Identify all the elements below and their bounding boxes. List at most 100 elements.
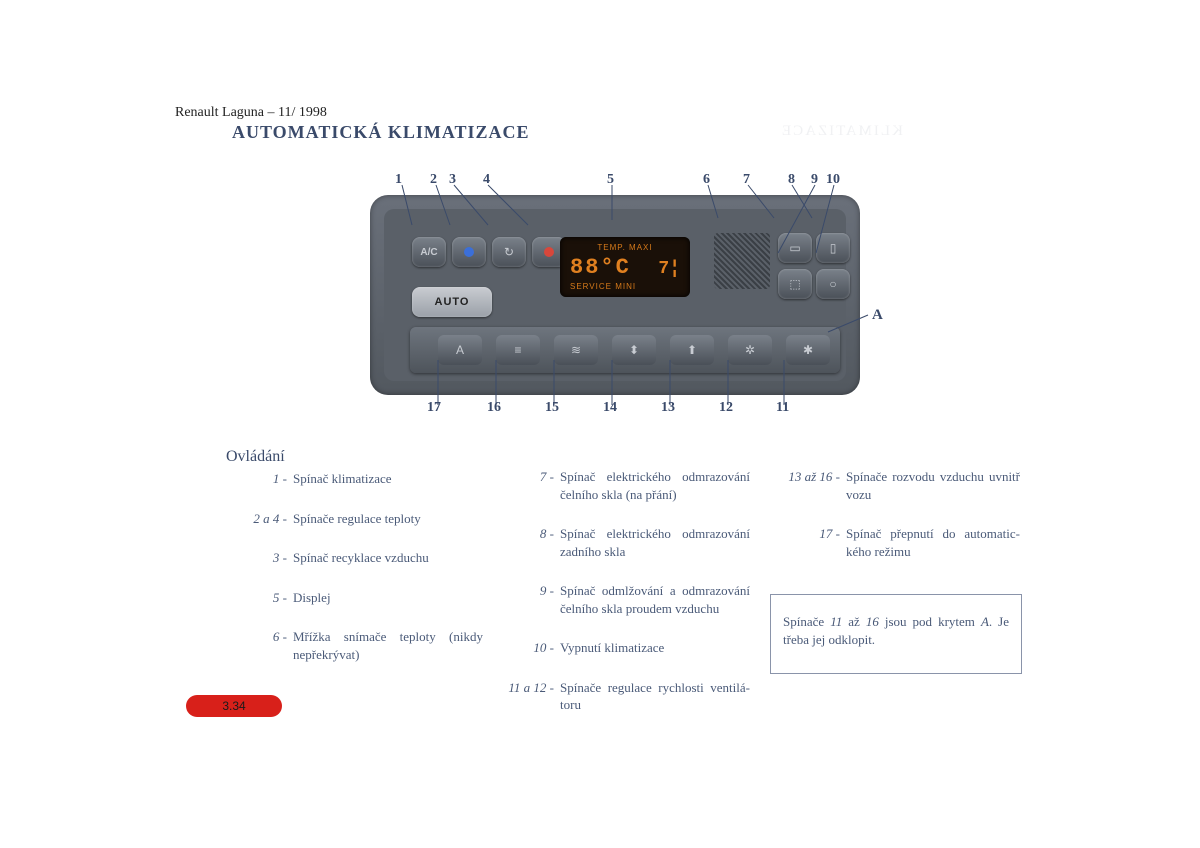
- callout-11: 11: [776, 400, 789, 416]
- callout-17: 17: [427, 400, 441, 416]
- legend-desc: Spínače regulace rychlosti ventilá­toru: [560, 679, 750, 714]
- button-1-ac: A/C: [412, 237, 446, 267]
- callout-5: 5: [607, 172, 614, 188]
- note-i2: 16: [866, 614, 879, 629]
- vent-icon: ≡: [514, 343, 521, 357]
- legend-item: 3 -Spínač recyklace vzduchu: [233, 549, 483, 567]
- legend-desc: Spínač elektrického odmrazování čelního …: [560, 468, 750, 503]
- display-seat-icon: 7¦: [658, 259, 680, 279]
- note-text: Spínače: [783, 614, 830, 629]
- legend-item: 10 -Vypnutí klimatizace: [500, 639, 750, 657]
- note-text: jsou pod krytem: [879, 614, 981, 629]
- display-main-text: 88°C: [570, 255, 631, 280]
- legend-desc: Spínače rozvodu vzduchu uvnitř vozu: [846, 468, 1020, 503]
- button-11-fan-down: ✱: [786, 335, 830, 365]
- button-3-recirc: ↻: [492, 237, 526, 267]
- legend-key: 3 -: [233, 549, 293, 567]
- callout-6: 6: [703, 172, 710, 188]
- legend-desc: Spínače regulace teploty: [293, 510, 483, 528]
- callout-13: 13: [661, 400, 675, 416]
- button-12-fan-up: ✲: [728, 335, 772, 365]
- legend-key: 5 -: [233, 589, 293, 607]
- legend-key: 9 -: [500, 582, 560, 617]
- fan-icon: ✱: [803, 343, 813, 357]
- display-bottom-text: SERVICE MINI: [570, 282, 636, 291]
- legend-item: 17 -Spínač přepnutí do automatic­kého re…: [770, 525, 1020, 560]
- callout-16: 16: [487, 400, 501, 416]
- button-9-airflow-defrost: ⬚: [778, 269, 812, 299]
- note-text: až: [842, 614, 866, 629]
- legend-item: 6 -Mřížka snímače teploty (nikdy nepřekr…: [233, 628, 483, 663]
- climate-panel-figure: A/C ↻ TEMP. MAXI 88°C 7¦ SERVICE MINI ▭ …: [370, 195, 860, 395]
- legend-col-2: 7 -Spínač elektrického odmrazování čelní…: [500, 468, 750, 736]
- front-defrost-icon: ▭: [789, 241, 800, 255]
- legend-desc: Vypnutí klimatizace: [560, 639, 750, 657]
- callout-15: 15: [545, 400, 559, 416]
- legend-key: 6 -: [233, 628, 293, 663]
- legend-col-3: 13 až 16 -Spínače rozvodu vzduchu uvnitř…: [770, 468, 1020, 582]
- vent-icon: ≋: [571, 343, 581, 357]
- legend-item: 13 až 16 -Spínače rozvodu vzduchu uvnitř…: [770, 468, 1020, 503]
- vent-icon: ⬍: [629, 343, 639, 357]
- legend-key: 11 a 12 -: [500, 679, 560, 714]
- legend-title: Ovládání: [226, 448, 285, 466]
- button-2-temp-down: [452, 237, 486, 267]
- callout-12: 12: [719, 400, 733, 416]
- button-14: ⬍: [612, 335, 656, 365]
- note-box: Spínače 11 až 16 jsou pod krytem A. Je t…: [770, 594, 1022, 674]
- page-number-tab: 3.34: [186, 695, 282, 717]
- airflow-defrost-icon: ⬚: [789, 277, 800, 291]
- callout-8: 8: [788, 172, 795, 188]
- callout-a: A: [872, 307, 883, 324]
- legend-key: 10 -: [500, 639, 560, 657]
- cold-dot-icon: [464, 247, 474, 257]
- page-title: AUTOMATICKÁ KLIMATIZACE: [232, 122, 530, 143]
- callout-10: 10: [826, 172, 840, 188]
- note-a: A: [981, 614, 989, 629]
- legend-key: 7 -: [500, 468, 560, 503]
- button-13: ⬆: [670, 335, 714, 365]
- button-15: ≋: [554, 335, 598, 365]
- callout-4: 4: [483, 172, 490, 188]
- callout-1: 1: [395, 172, 402, 188]
- legend-key: 2 a 4 -: [233, 510, 293, 528]
- fan-icon: ✲: [745, 343, 755, 357]
- button-7-front-defrost: ▭: [778, 233, 812, 263]
- button-10-off: ○: [816, 269, 850, 299]
- legend-item: 2 a 4 -Spínače regulace teploty: [233, 510, 483, 528]
- panel-frame: A/C ↻ TEMP. MAXI 88°C 7¦ SERVICE MINI ▭ …: [370, 195, 860, 395]
- legend-item: 9 -Spínač odmlžování a odmrazování čelní…: [500, 582, 750, 617]
- display-5: TEMP. MAXI 88°C 7¦ SERVICE MINI: [560, 237, 690, 297]
- callout-9: 9: [811, 172, 818, 188]
- callout-7: 7: [743, 172, 750, 188]
- vent-icon: ⬆: [687, 343, 697, 357]
- note-i1: 11: [830, 614, 842, 629]
- callout-14: 14: [603, 400, 617, 416]
- auto-label: AUTO: [435, 296, 470, 308]
- legend-item: 1 -Spínač klimatizace: [233, 470, 483, 488]
- panel-inner: A/C ↻ TEMP. MAXI 88°C 7¦ SERVICE MINI ▭ …: [384, 209, 846, 381]
- button-16: ≡: [496, 335, 540, 365]
- button-8-rear-defrost: ▯: [816, 233, 850, 263]
- callout-3: 3: [449, 172, 456, 188]
- doc-header: Renault Laguna – 11/ 1998: [175, 105, 327, 121]
- legend-key: 8 -: [500, 525, 560, 560]
- legend-desc: Spínač klimatizace: [293, 470, 483, 488]
- callout-2: 2: [430, 172, 437, 188]
- legend-item: 7 -Spínač elektrického odmrazování čelní…: [500, 468, 750, 503]
- legend-item: 11 a 12 -Spínače regulace rychlosti vent…: [500, 679, 750, 714]
- legend-key: 17 -: [770, 525, 846, 560]
- legend-desc: Mřížka snímače teploty (nikdy nepřekrýva…: [293, 628, 483, 663]
- rear-defrost-icon: ▯: [830, 241, 837, 255]
- legend-desc: Spínač elektrického odmrazování zadního …: [560, 525, 750, 560]
- ac-icon: A/C: [420, 247, 437, 258]
- legend-key: 1 -: [233, 470, 293, 488]
- legend-key: 13 až 16 -: [770, 468, 846, 503]
- legend-desc: Displej: [293, 589, 483, 607]
- legend-desc: Spínač odmlžování a odmrazování čelního …: [560, 582, 750, 617]
- display-top-text: TEMP. MAXI: [560, 243, 690, 252]
- legend-item: 8 -Spínač elektrického odmrazování zadní…: [500, 525, 750, 560]
- hot-dot-icon: [544, 247, 554, 257]
- ghost-text: KLIMATIZACE: [780, 123, 903, 140]
- off-icon: ○: [829, 277, 836, 291]
